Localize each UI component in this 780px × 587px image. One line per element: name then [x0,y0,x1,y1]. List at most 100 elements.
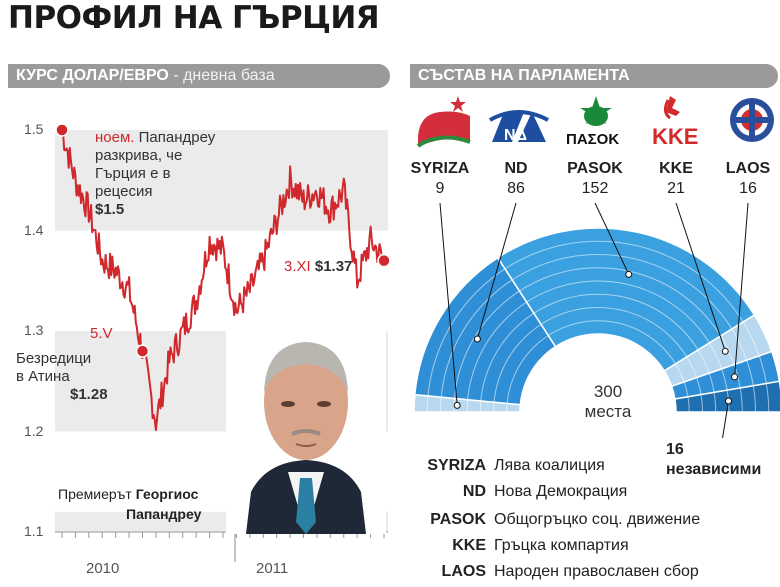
party-name-kke: KKE [659,160,693,177]
chart-highlights [55,123,391,358]
total-seats-value: 300 [593,382,623,401]
party-seats-pasok: 152 [581,180,609,197]
parliament-header-main: СЪСТАВ НА ПАРЛАМЕНТА [418,67,630,84]
leader-dot [725,397,733,405]
leader-line [439,202,458,406]
portrait-caption: Премиерът Георгиос [58,486,198,502]
y-tick-label: 1.1 [24,523,44,539]
independents-label: независими [666,461,762,478]
legend-abbr: KKE [452,537,486,554]
party-seats-kke: 21 [667,180,685,197]
annotation-november-date: ноем. [95,129,135,146]
leader-line [594,202,630,275]
nd-logo-icon: ΝΔ [489,110,549,144]
highlight-point [55,123,69,137]
annotation-may-value: $1.28 [70,386,108,403]
legend-abbr: ND [462,483,486,500]
y-tick-label: 1.4 [24,221,44,238]
caption-name-2: Папандреу [126,506,202,522]
party-seats-nd: 86 [507,180,525,197]
leader-dot [453,401,461,409]
party-name-laos: LAOS [725,160,771,177]
highlight-point [135,344,150,358]
leader-line [675,202,726,352]
papandreou-portrait [226,322,386,534]
leader-line [476,202,517,340]
page-title: ПРОФИЛ НА ГЪРЦИЯ [8,0,380,36]
annotation-xi: 3.XI $1.37 [284,258,352,276]
x-tick-label: 2011 [256,560,289,577]
party-seats-syriza: 9 [435,180,445,197]
kke-logo-icon: KKE [652,96,698,149]
annotation-may-date: 5.V [90,325,113,342]
legend-full: Общогръцко соц. движение [494,511,701,528]
annotation-november-line3: Гърция е в [95,165,171,182]
party-logos: ΝΔ ΠΑΣΟΚ KKE [416,96,774,149]
legend-row: KKE Гръцка компартия [400,534,629,558]
leader-dot [731,373,739,381]
exchange-rate-line [61,129,385,431]
leader-dot [473,335,481,343]
y-tick-label: 1.3 [24,322,44,338]
svg-text:ΝΔ: ΝΔ [504,127,527,144]
hemicycle-row [453,267,743,413]
legend-row: SYRIZA Лява коалиция [400,454,605,478]
annotation-xi-value: $1.37 [314,258,353,275]
party-seats-laos: 16 [739,180,757,197]
annotation-may: Безредици в Атина $1.28 [16,350,108,404]
caption-name-1: Георгиос [135,486,199,502]
leader-line [734,202,749,377]
hemicycle-row [506,320,690,413]
annotation-november-line2: разкрива, че [95,147,183,164]
pasok-logo-icon: ΠΑΣΟΚ [566,96,619,148]
leader-dot [721,347,729,355]
hemicycle-row [426,240,770,413]
hemicycle-row [466,280,730,413]
legend-full: Нова Демокрация [494,483,628,500]
leader-dot [625,270,633,278]
legend-abbr: PASOK [430,511,486,528]
legend-full: Народен православен сбор [494,563,699,580]
leader-line [722,400,730,439]
total-seats-label: места [584,402,632,421]
legend-full: Гръцка компартия [494,537,629,554]
hemicycle-slice [496,227,756,372]
svg-text:ΠΑΣΟΚ: ΠΑΣΟΚ [566,131,619,148]
syriza-logo-icon [416,96,471,148]
annotation-november: ноем. Папандреу разкрива, че Гърция е в … [95,129,215,219]
highlight-point [377,253,391,268]
party-name-nd: ND [504,160,528,177]
parliament-header: СЪСТАВ НА ПАРЛАМЕНТА [410,64,778,88]
y-tick-label: 1.5 [24,121,44,137]
party-name-pasok: PASOK [567,160,623,177]
legend-abbr: LAOS [441,563,486,580]
caption-prefix: Премиерът [58,486,132,502]
legend-row: ND Нова Демокрация [400,480,627,504]
total-seats: 300 места [568,382,648,422]
annotation-xi-date: 3.XI [284,258,311,275]
annotation-november-line4: рецесия [95,183,153,200]
x-tick-label: 2010 [86,560,120,577]
annotation-may-line1: Безредици [16,350,92,367]
exchange-rate-header-main: КУРС ДОЛАР/ЕВРО [16,67,169,84]
legend-full: Лява коалиция [494,457,605,474]
hemicycle-slice [413,256,557,406]
legend-row: PASOK Общогръцко соц. движение [400,508,700,532]
annotation-november-value: $1.5 [95,201,125,218]
annotation-may-line2: в Атина [16,368,70,385]
chart-series [61,129,385,431]
legend-abbr: SYRIZA [427,457,486,474]
hemicycle-row [479,293,717,413]
exchange-rate-header-sub: - дневна база [168,67,275,84]
exchange-rate-header: КУРС ДОЛАР/ЕВРО - дневна база [8,64,390,88]
laos-logo-icon [730,98,774,142]
y-tick-label: 1.2 [24,422,44,439]
hemicycle-row [493,307,703,413]
annotation-november-line1: Папандреу [138,129,216,146]
svg-text:KKE: KKE [652,124,698,149]
party-name-syriza: SYRIZA [410,160,470,177]
legend-row: LAOS Народен православен сбор [400,560,699,584]
independents-value: 16 [666,441,684,458]
independents: 16 независими [666,440,761,480]
